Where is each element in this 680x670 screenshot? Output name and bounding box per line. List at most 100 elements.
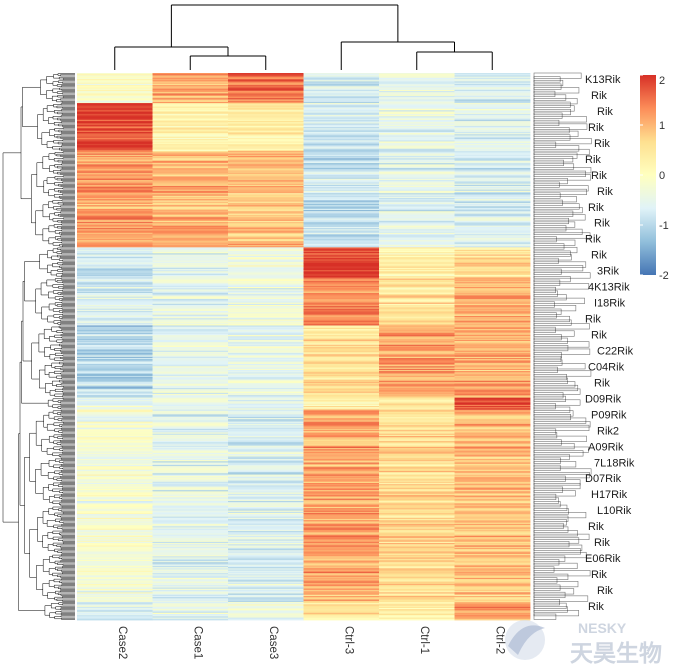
heatmap-cell bbox=[454, 121, 531, 123]
heatmap-cell bbox=[379, 226, 455, 229]
heatmap-cell bbox=[454, 273, 531, 276]
heatmap-cell bbox=[303, 103, 380, 105]
heatmap-cell bbox=[77, 506, 153, 509]
heatmap-cell bbox=[379, 503, 455, 505]
heatmap-cell bbox=[152, 301, 229, 304]
heatmap-cell bbox=[228, 113, 304, 116]
heatmap-cell bbox=[303, 285, 380, 288]
heatmap-cell bbox=[379, 213, 455, 216]
heatmap-cell bbox=[303, 545, 380, 548]
heatmap-cell bbox=[77, 387, 153, 390]
heatmap-cell bbox=[303, 543, 380, 545]
heatmap-cell bbox=[454, 145, 531, 147]
heatmap-cell bbox=[228, 188, 304, 191]
column-labels: Case2 Case1 Case3 Ctrl-3 Ctrl-1 Ctrl-2 bbox=[116, 626, 506, 659]
row-label: A09Rik bbox=[588, 441, 624, 453]
heatmap-cell bbox=[77, 365, 153, 367]
heatmap-cell bbox=[228, 194, 304, 197]
heatmap-cell bbox=[228, 541, 304, 544]
heatmap-cell bbox=[454, 279, 531, 282]
heatmap-cell bbox=[228, 350, 304, 353]
heatmap-cell bbox=[152, 223, 229, 225]
heatmap-cell bbox=[77, 223, 153, 225]
heatmap-cell bbox=[77, 610, 153, 612]
heatmap-cell bbox=[77, 527, 153, 530]
heatmap-cell bbox=[228, 583, 304, 586]
heatmap-cell bbox=[454, 573, 531, 575]
heatmap-cell bbox=[379, 301, 455, 304]
row-label-glyphs bbox=[533, 359, 563, 366]
heatmap-cell bbox=[379, 236, 455, 239]
heatmap-cell bbox=[228, 504, 304, 507]
heatmap-cell bbox=[454, 430, 531, 432]
heatmap-cell bbox=[303, 259, 380, 261]
heatmap-cell bbox=[454, 396, 531, 398]
heatmap-cell bbox=[454, 259, 531, 261]
row-label: L10Rik bbox=[597, 505, 632, 517]
heatmap-cell bbox=[228, 231, 304, 234]
heatmap-cell bbox=[228, 173, 304, 176]
heatmap-cell bbox=[77, 104, 153, 106]
heatmap-cell bbox=[379, 119, 455, 122]
heatmap-cell bbox=[228, 272, 304, 275]
heatmap-cell bbox=[454, 478, 531, 480]
heatmap-cell bbox=[77, 101, 153, 104]
heatmap-cell bbox=[77, 112, 153, 115]
heatmap-cell bbox=[379, 238, 455, 241]
heatmap-cell bbox=[228, 318, 304, 320]
heatmap-cell bbox=[152, 610, 229, 612]
heatmap-cell bbox=[228, 434, 304, 437]
heatmap-cell bbox=[379, 351, 455, 354]
heatmap-cell bbox=[228, 502, 304, 504]
heatmap-cell bbox=[77, 361, 153, 364]
heatmap-cell bbox=[77, 333, 153, 336]
heatmap-cell bbox=[379, 428, 455, 431]
heatmap-cell bbox=[152, 511, 229, 514]
heatmap-cell bbox=[379, 433, 455, 436]
heatmap-cell bbox=[77, 515, 153, 518]
heatmap-cell bbox=[152, 519, 229, 521]
row-label-glyphs bbox=[533, 544, 583, 551]
heatmap-cell bbox=[228, 146, 304, 148]
heatmap-cell bbox=[454, 136, 531, 139]
heatmap-cell bbox=[454, 296, 531, 299]
heatmap-cell bbox=[379, 262, 455, 265]
heatmap-cell bbox=[379, 271, 455, 273]
heatmap-cell bbox=[454, 427, 531, 430]
heatmap-cell bbox=[454, 109, 531, 111]
heatmap-cell bbox=[152, 360, 229, 362]
heatmap-cell bbox=[379, 268, 455, 271]
heatmap-cell bbox=[379, 407, 455, 409]
heatmap-cell bbox=[379, 575, 455, 578]
row-label-glyphs bbox=[533, 297, 585, 304]
heatmap-cell bbox=[379, 567, 455, 569]
heatmap-cell bbox=[303, 142, 380, 145]
heatmap-cell bbox=[303, 92, 380, 94]
heatmap-cell bbox=[77, 571, 153, 574]
heatmap-cell bbox=[152, 86, 229, 88]
heatmap-cell bbox=[379, 378, 455, 380]
heatmap-cell bbox=[77, 366, 153, 368]
heatmap-cell bbox=[228, 436, 304, 438]
heatmap-cell bbox=[152, 161, 229, 164]
heatmap-cell bbox=[152, 131, 229, 134]
heatmap-cell bbox=[379, 509, 455, 511]
heatmap-cell bbox=[303, 166, 380, 169]
heatmap-cell bbox=[303, 280, 380, 283]
heatmap-cell bbox=[228, 331, 304, 334]
heatmap-cell bbox=[303, 427, 380, 430]
heatmap-cell bbox=[228, 154, 304, 157]
heatmap-cell bbox=[228, 312, 304, 314]
heatmap-cell bbox=[77, 94, 153, 97]
heatmap-cell bbox=[152, 442, 229, 444]
heatmap-cell bbox=[454, 163, 531, 165]
heatmap-cell bbox=[303, 188, 380, 191]
heatmap-cell bbox=[77, 100, 153, 103]
heatmap-cell bbox=[379, 306, 455, 308]
heatmap-cell bbox=[379, 136, 455, 139]
row-label-glyphs bbox=[533, 330, 575, 337]
column-label: Ctrl-3 bbox=[342, 626, 354, 654]
heatmap-cell bbox=[228, 377, 304, 379]
heatmap-cell bbox=[454, 291, 531, 294]
heatmap-cell bbox=[303, 308, 380, 311]
